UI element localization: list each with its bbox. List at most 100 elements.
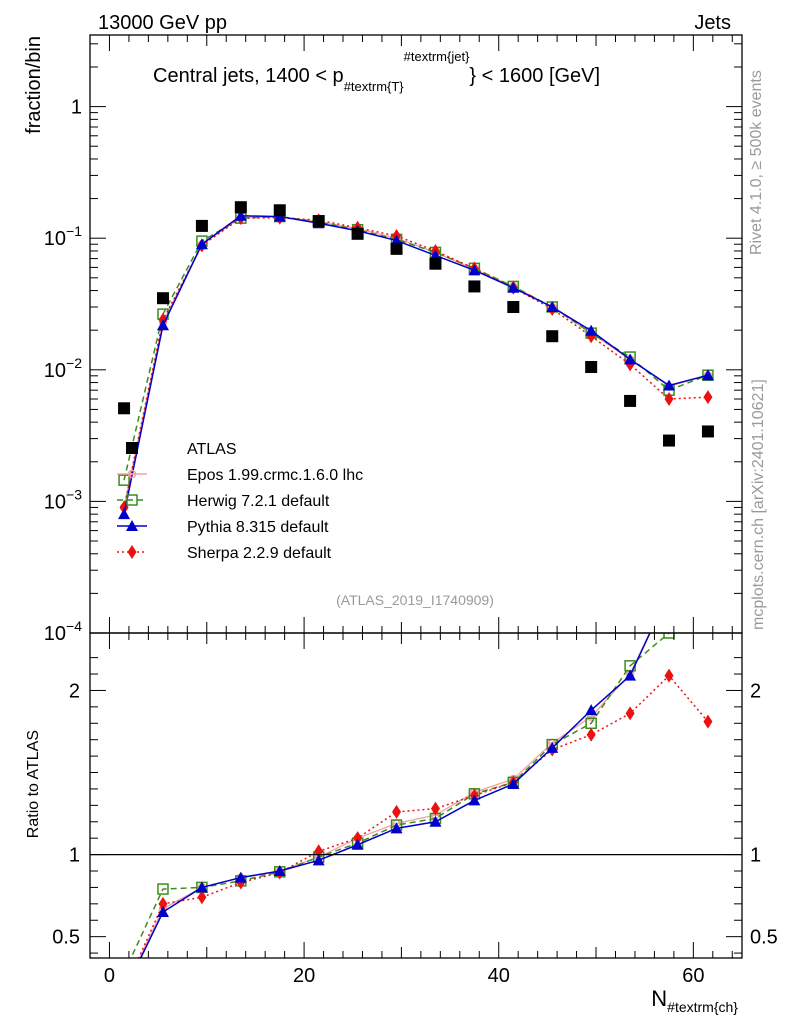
main-atlas-point xyxy=(312,215,325,228)
main-y-tick-label: 10−4 xyxy=(44,618,82,645)
ratio-sherpa-point xyxy=(392,804,402,819)
header-left: 13000 GeV pp xyxy=(98,12,227,34)
main-herwig-point xyxy=(118,474,130,486)
ratio-pythia-point xyxy=(312,854,325,866)
main-pythia-point xyxy=(118,508,131,520)
main-pythia-point xyxy=(585,324,598,336)
ratio-y-tick-label: 1 xyxy=(69,845,80,867)
main-atlas-point xyxy=(390,242,403,255)
ratio-y-axis-label: Ratio to ATLAS xyxy=(25,730,42,838)
ratio-panel xyxy=(118,586,714,998)
ratio-sherpa-point xyxy=(703,714,713,729)
main-atlas-point xyxy=(351,227,364,240)
ratio-pythia-point xyxy=(273,865,286,877)
main-atlas-point xyxy=(546,330,559,343)
ratio-y-tick-label-right: 1 xyxy=(750,845,761,867)
ratio-pythia-point xyxy=(351,838,364,850)
ratio-pythia-point xyxy=(156,906,169,918)
x-axis-label: N#textrm{ch} xyxy=(651,986,738,1015)
main-pythia-point xyxy=(234,209,247,221)
main-y-tick-label: 1 xyxy=(71,97,82,119)
x-tick-label: 40 xyxy=(488,965,510,987)
ratio-pythia-point xyxy=(195,881,208,893)
ratio-pythia-point xyxy=(702,586,714,597)
legend-epos-label: Epos 1.99.crmc.1.6.0 lhc xyxy=(187,467,363,484)
ratio-pythia-point xyxy=(468,794,481,806)
ratio-pythia-point xyxy=(429,815,442,827)
main-atlas-point xyxy=(195,219,208,232)
ratio-pythia-point xyxy=(546,741,559,753)
x-tick-label: 0 xyxy=(104,965,115,987)
ratio-sherpa-point xyxy=(197,890,207,905)
ratio-pythia-point xyxy=(507,778,520,790)
ratio-herwig-point xyxy=(157,883,169,895)
main-atlas-point xyxy=(585,361,598,374)
ratio-y-tick-label-right: 2 xyxy=(750,680,761,702)
ratio-pythia-point xyxy=(624,669,637,681)
main-pythia-point xyxy=(507,281,520,293)
main-atlas-point xyxy=(156,292,169,305)
main-y-tick-label: 10−3 xyxy=(44,486,82,513)
main-pythia-point xyxy=(195,238,208,250)
main-pythia-line xyxy=(123,215,709,515)
main-sherpa-line xyxy=(123,217,708,508)
main-atlas-point xyxy=(429,257,442,270)
legend: ATLAS Epos 1.99.crmc.1.6.0 lhc Herwig 7.2.… xyxy=(117,441,363,562)
legend-herwig-label: Herwig 7.2.1 default xyxy=(187,493,330,510)
ratio-pythia-point xyxy=(585,704,598,716)
legend-atlas-label: ATLAS xyxy=(187,441,237,458)
ratio-sherpa-point xyxy=(158,896,168,911)
ratio-y-tick-label-right: 0.5 xyxy=(750,927,778,949)
main-pythia-point xyxy=(701,369,714,381)
ratio-sherpa-line xyxy=(137,674,709,958)
main-pythia-point xyxy=(429,249,442,261)
ratio-epos-line xyxy=(138,633,651,958)
rivet-label: Rivet 4.1.0, ≥ 500k events xyxy=(748,70,765,255)
ratio-epos-point xyxy=(121,987,128,994)
legend-pythia-label: Pythia 8.315 default xyxy=(187,519,329,536)
main-atlas-point xyxy=(507,301,520,314)
main-sherpa-point xyxy=(119,500,129,515)
main-atlas-point xyxy=(118,402,131,415)
analysis-watermark: (ATLAS_2019_I1740909) xyxy=(336,592,494,608)
ratio-sherpa-point xyxy=(586,727,596,742)
main-pythia-point xyxy=(468,264,481,276)
ratio-epos-point xyxy=(666,588,673,595)
ratio-sherpa-point xyxy=(120,984,129,998)
main-pythia-point xyxy=(156,319,169,331)
main-pythia-point xyxy=(624,353,637,365)
main-atlas-point xyxy=(624,394,637,407)
ratio-sherpa-point xyxy=(430,801,440,816)
ratio-pythia-point xyxy=(234,871,247,883)
ratio-frame xyxy=(89,632,743,959)
legend-herwig-marker xyxy=(126,494,138,506)
main-frame xyxy=(89,34,743,634)
ratio-pythia-line xyxy=(139,633,651,958)
ratio-pythia-point xyxy=(663,586,675,597)
legend-sherpa-marker xyxy=(127,545,137,559)
main-pythia-point xyxy=(546,301,559,313)
header-right: Jets xyxy=(694,12,731,34)
ratio-herwig-point xyxy=(663,633,675,639)
ratio-sherpa-point xyxy=(625,706,635,721)
x-tick-label: 20 xyxy=(293,965,315,987)
main-y-axis-label: fraction/bin xyxy=(23,36,45,134)
ratio-herwig-point xyxy=(119,968,129,978)
panel-title: Central jets, 1400 < p#textrm{T}#textrm{… xyxy=(153,49,600,94)
ratio-y-tick-label: 2 xyxy=(69,680,80,702)
legend-pythia-marker xyxy=(126,520,138,531)
ratio-pythia-point xyxy=(390,822,403,834)
ratio-sherpa-point xyxy=(353,831,363,846)
main-sherpa-point xyxy=(664,391,674,406)
legend-atlas-marker xyxy=(126,442,138,454)
legend-sherpa-label: Sherpa 2.2.9 default xyxy=(187,545,332,562)
mcplots-label: mcplots.cern.ch [arXiv:2401.10621] xyxy=(750,379,767,630)
main-atlas-point xyxy=(663,434,676,447)
main-y-tick-label: 10−1 xyxy=(44,223,82,250)
main-pythia-point xyxy=(390,234,403,246)
main-atlas-point xyxy=(701,425,714,438)
ratio-herwig-line xyxy=(130,633,671,958)
ratio-pythia-point xyxy=(118,986,130,997)
